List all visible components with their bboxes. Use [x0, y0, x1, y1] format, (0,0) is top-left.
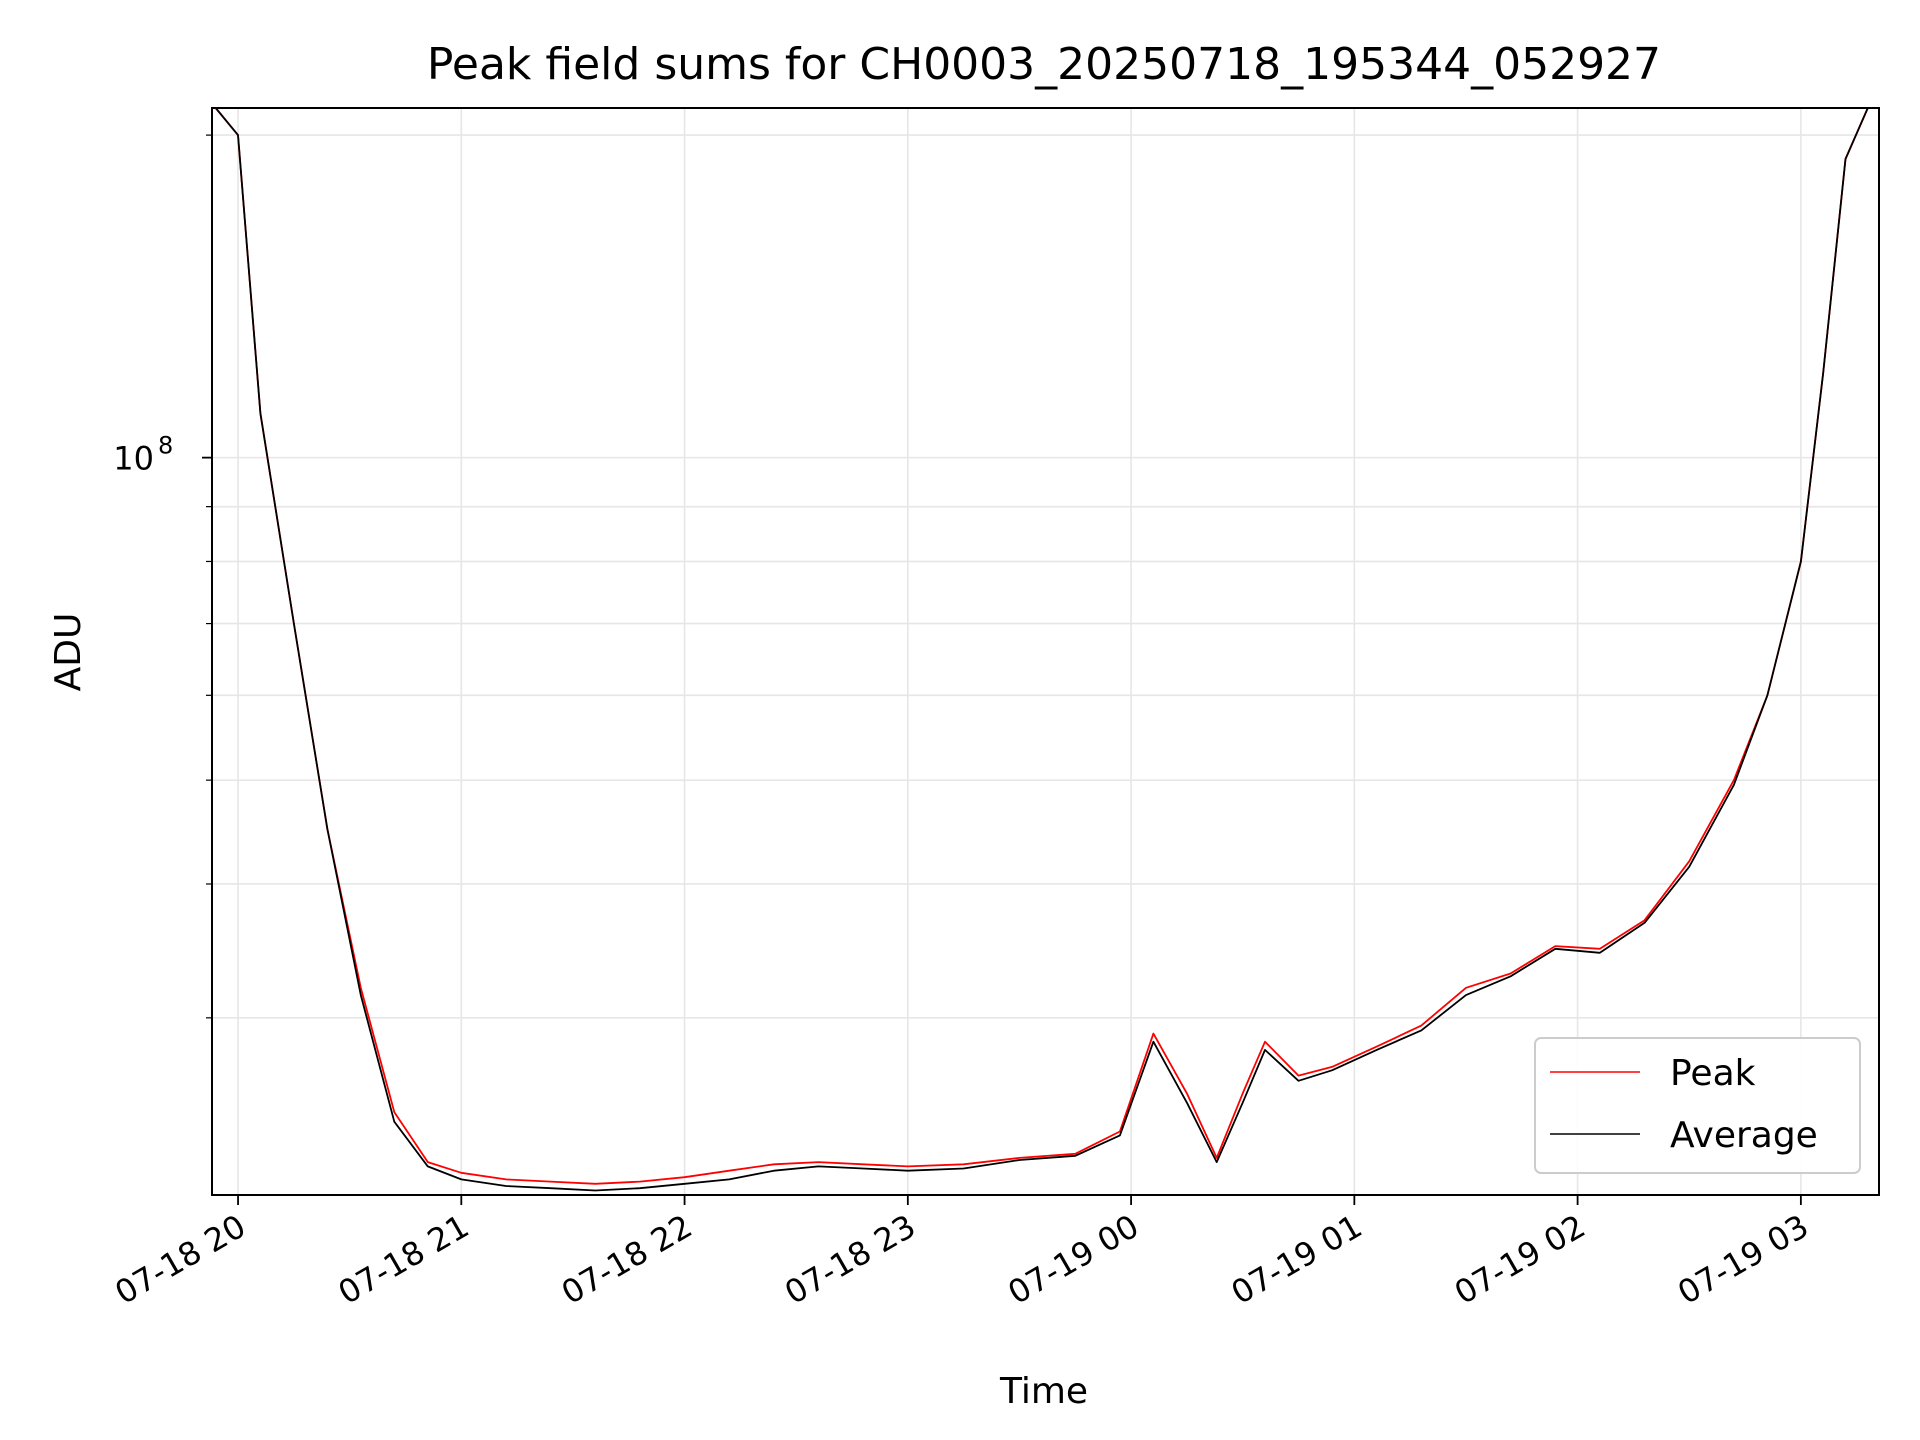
x-tick-label: 07-19 00: [1001, 1207, 1145, 1312]
x-tick-label: 07-18 21: [332, 1207, 476, 1312]
series-line-peak: [215, 107, 1869, 1185]
series-line-average: [215, 107, 1869, 1192]
y-tick-exponent: 8: [158, 432, 173, 460]
x-tick-label: 07-18 22: [555, 1207, 699, 1312]
legend-label-peak: Peak: [1670, 1053, 1756, 1094]
legend-label-average: Average: [1670, 1115, 1818, 1156]
legend: Peak Average: [1534, 1037, 1861, 1174]
x-tick-label: 07-18 23: [778, 1207, 922, 1312]
plot-area: [215, 107, 1869, 1192]
grid: [212, 108, 1879, 1195]
y-tick-label: 10: [113, 440, 154, 478]
axes-frame: [211, 107, 1880, 1196]
y-axis-label: ADU: [48, 613, 89, 692]
y-axis: 10 8: [113, 134, 212, 1019]
x-tick-label: 07-19 03: [1671, 1207, 1815, 1312]
x-tick-label: 07-18 20: [108, 1207, 252, 1312]
x-axis: 07-18 20 07-18 21 07-18 22 07-18 23 07-19 00…: [108, 1195, 1815, 1312]
x-tick-label: 07-19 02: [1448, 1207, 1592, 1312]
x-axis-label: Time: [999, 1371, 1088, 1412]
chart-title: Peak field sums for CH0003_20250718_1953…: [427, 39, 1661, 90]
x-tick-label: 07-19 01: [1225, 1207, 1369, 1312]
